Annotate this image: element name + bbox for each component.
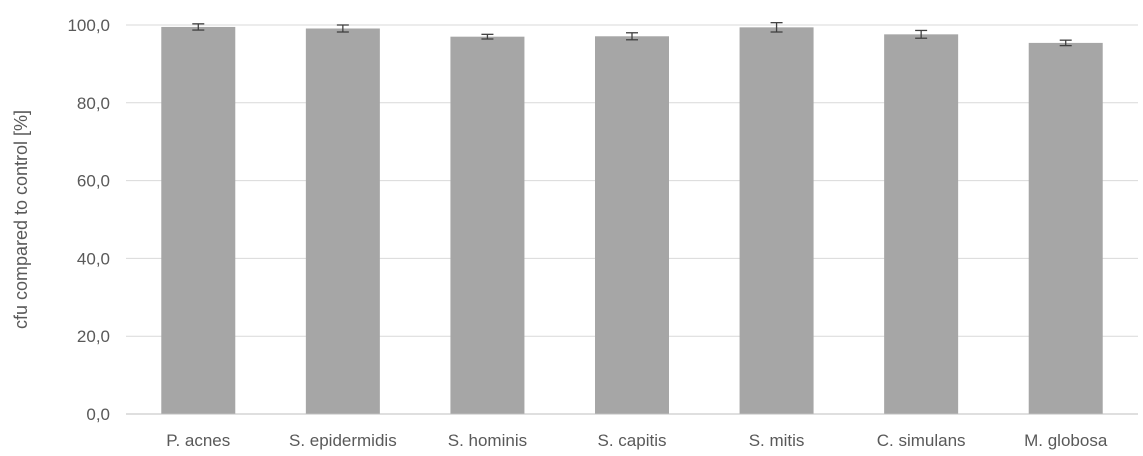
x-tick-label: P. acnes [166, 431, 230, 450]
x-tick-label: C. simulans [877, 431, 966, 450]
y-axis-title: cfu compared to control [%] [11, 110, 31, 329]
y-tick-label: 80,0 [77, 94, 110, 113]
x-tick-label: S. capitis [598, 431, 667, 450]
error-bars [192, 22, 1072, 47]
y-tick-label: 40,0 [77, 249, 110, 268]
bar [1028, 42, 1103, 414]
y-tick-label: 0,0 [86, 405, 110, 424]
y-tick-label: 60,0 [77, 172, 110, 191]
bar [884, 34, 959, 414]
y-tick-label: 100,0 [67, 16, 110, 35]
x-tick-label: S. hominis [448, 431, 527, 450]
y-tick-label: 20,0 [77, 327, 110, 346]
bar [161, 26, 236, 414]
x-tick-label: S. epidermidis [289, 431, 397, 450]
bar [595, 36, 669, 414]
y-axis-ticks: 0,0 20,0 40,0 60,0 80,0 100,0 [67, 16, 110, 424]
bar [305, 28, 380, 414]
bar [450, 36, 525, 415]
bar [739, 27, 814, 415]
x-axis-ticks: P. acnes S. epidermidis S. hominis S. capit… [166, 431, 1108, 450]
x-tick-label: M. globosa [1024, 431, 1108, 450]
x-tick-label: S. mitis [749, 431, 805, 450]
bars [161, 26, 1103, 415]
